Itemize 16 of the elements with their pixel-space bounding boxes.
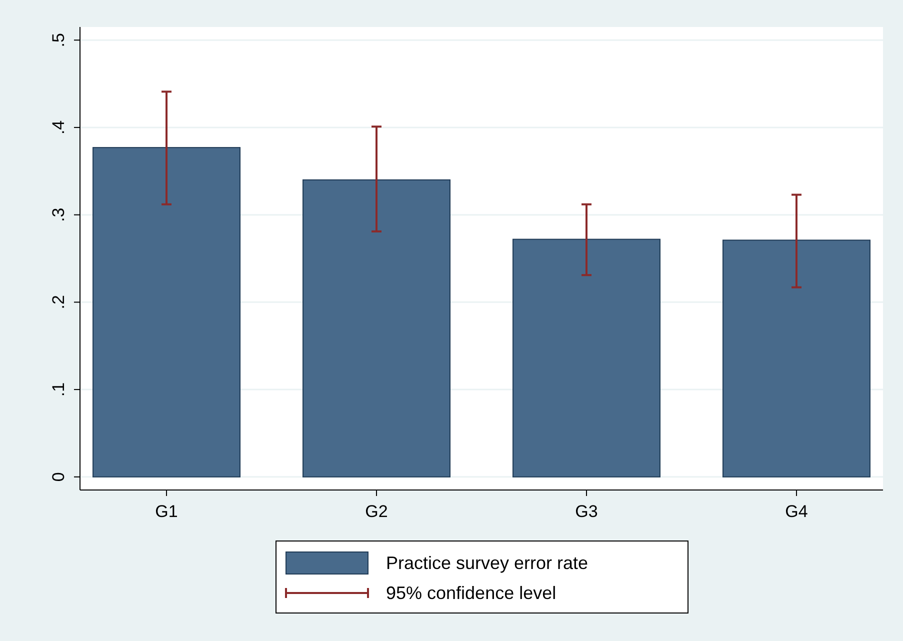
y-tick-label: .4	[49, 120, 68, 135]
legend-label: Practice survey error rate	[386, 553, 588, 573]
bar	[512, 238, 660, 478]
bar	[722, 240, 870, 478]
x-tick-label: G4	[785, 502, 808, 521]
y-tick-label: 0	[49, 472, 68, 482]
bar	[302, 179, 450, 478]
y-tick-label: .3	[49, 208, 68, 222]
x-tick-label: G1	[155, 502, 178, 521]
x-tick-label: G2	[365, 502, 388, 521]
x-tick-label: G3	[575, 502, 598, 521]
y-tick-label: .2	[49, 295, 68, 310]
y-tick-label: .5	[49, 33, 68, 48]
bar	[92, 147, 241, 478]
text: 95% confidence level	[386, 583, 556, 603]
y-tick-label: .1	[49, 382, 68, 397]
